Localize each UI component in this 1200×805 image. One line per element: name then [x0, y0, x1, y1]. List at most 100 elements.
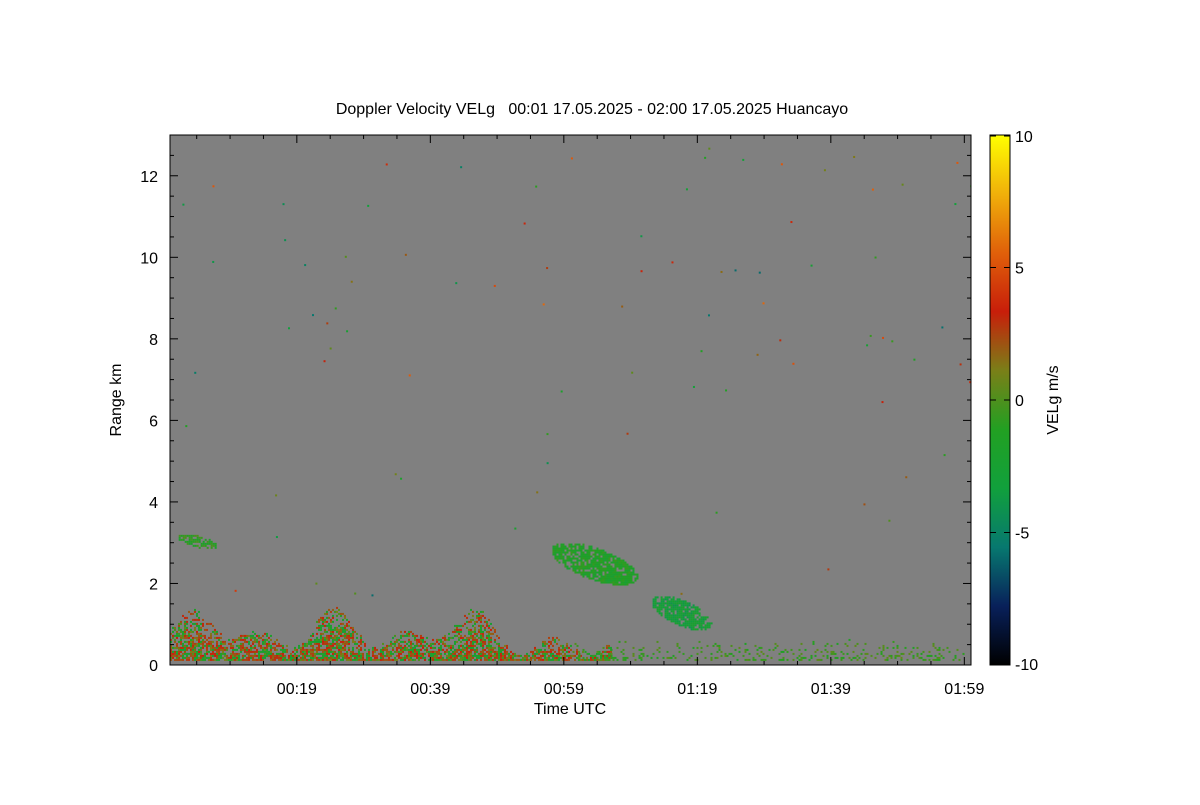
velocity-pixel — [438, 656, 440, 659]
velocity-pixel — [458, 630, 460, 633]
velocity-pixel — [178, 626, 180, 629]
velocity-pixel — [454, 628, 456, 631]
velocity-pixel — [264, 652, 266, 655]
velocity-pixel — [620, 561, 623, 564]
velocity-pixel — [398, 646, 400, 649]
velocity-pixel — [686, 614, 689, 617]
velocity-pixel — [220, 654, 222, 657]
velocity-pixel — [436, 640, 438, 643]
velocity-pixel — [270, 646, 272, 649]
velocity-pixel — [342, 630, 344, 633]
velocity-pixel — [242, 644, 244, 647]
velocity-pixel — [452, 656, 454, 659]
velocity-pixel — [204, 538, 207, 541]
velocity-pixel — [252, 634, 254, 637]
velocity-pixel — [316, 638, 318, 641]
velocity-pixel — [338, 608, 340, 611]
velocity-pixel — [716, 644, 719, 647]
velocity-pixel — [464, 658, 466, 661]
velocity-pixel — [620, 571, 623, 574]
velocity-pixel — [494, 646, 496, 649]
velocity-pixel — [178, 534, 181, 537]
velocity-pixel — [588, 577, 591, 580]
velocity-pixel — [582, 648, 585, 651]
velocity-pixel — [430, 650, 432, 653]
velocity-pixel — [612, 575, 615, 578]
velocity-pixel — [600, 567, 603, 570]
velocity-pixel — [610, 575, 613, 578]
velocity-pixel — [628, 565, 631, 568]
velocity-pixel — [874, 656, 877, 659]
velocity-pixel — [614, 575, 617, 578]
velocity-pixel — [178, 536, 181, 539]
noise-pixel — [282, 203, 285, 206]
velocity-pixel — [476, 610, 478, 613]
velocity-pixel — [680, 616, 683, 619]
velocity-pixel — [200, 648, 202, 651]
velocity-pixel — [190, 542, 193, 545]
velocity-pixel — [618, 579, 621, 582]
velocity-pixel — [462, 648, 464, 651]
velocity-pixel — [470, 630, 472, 633]
velocity-pixel — [326, 654, 328, 657]
velocity-pixel — [470, 656, 472, 659]
noise-pixel — [514, 527, 517, 530]
velocity-pixel — [344, 640, 346, 643]
velocity-pixel — [598, 577, 601, 580]
velocity-pixel — [566, 642, 568, 645]
velocity-pixel — [424, 656, 426, 659]
velocity-pixel — [918, 656, 921, 659]
velocity-pixel — [670, 616, 673, 619]
velocity-pixel — [250, 648, 252, 651]
velocity-pixel — [334, 634, 336, 637]
velocity-pixel — [640, 648, 643, 651]
velocity-pixel — [568, 656, 570, 659]
velocity-pixel — [324, 652, 326, 655]
velocity-pixel — [338, 642, 340, 645]
velocity-pixel — [628, 575, 631, 578]
velocity-pixel — [344, 642, 346, 645]
velocity-pixel — [326, 642, 328, 645]
velocity-pixel — [180, 634, 182, 637]
velocity-pixel — [670, 600, 673, 603]
velocity-pixel — [196, 540, 199, 543]
velocity-pixel — [786, 650, 789, 653]
velocity-pixel — [614, 573, 617, 576]
velocity-pixel — [192, 538, 195, 541]
velocity-pixel — [394, 658, 396, 661]
velocity-pixel — [330, 632, 332, 635]
velocity-pixel — [614, 656, 617, 659]
velocity-pixel — [444, 644, 446, 647]
velocity-pixel — [472, 624, 474, 627]
velocity-pixel — [694, 612, 697, 615]
velocity-pixel — [656, 656, 659, 659]
velocity-pixel — [610, 567, 613, 570]
velocity-pixel — [304, 658, 306, 661]
velocity-pixel — [672, 604, 675, 607]
velocity-pixel — [698, 614, 701, 617]
velocity-pixel — [596, 567, 599, 570]
velocity-pixel — [430, 656, 432, 659]
velocity-pixel — [706, 626, 709, 629]
velocity-pixel — [606, 656, 609, 659]
velocity-pixel — [558, 553, 561, 556]
velocity-pixel — [576, 565, 579, 568]
velocity-pixel — [524, 656, 526, 659]
velocity-pixel — [422, 652, 424, 655]
velocity-pixel — [912, 654, 915, 657]
velocity-pixel — [716, 650, 719, 653]
velocity-pixel — [666, 650, 669, 653]
velocity-pixel — [618, 557, 621, 560]
velocity-pixel — [666, 612, 669, 615]
velocity-pixel — [660, 600, 663, 603]
noise-pixel — [792, 362, 795, 365]
velocity-pixel — [308, 654, 310, 657]
velocity-pixel — [570, 656, 572, 659]
velocity-pixel — [450, 652, 452, 655]
velocity-pixel — [368, 656, 370, 659]
velocity-pixel — [730, 644, 733, 647]
velocity-pixel — [274, 656, 276, 659]
velocity-pixel — [476, 646, 478, 649]
velocity-pixel — [214, 636, 216, 639]
velocity-pixel — [352, 654, 354, 657]
